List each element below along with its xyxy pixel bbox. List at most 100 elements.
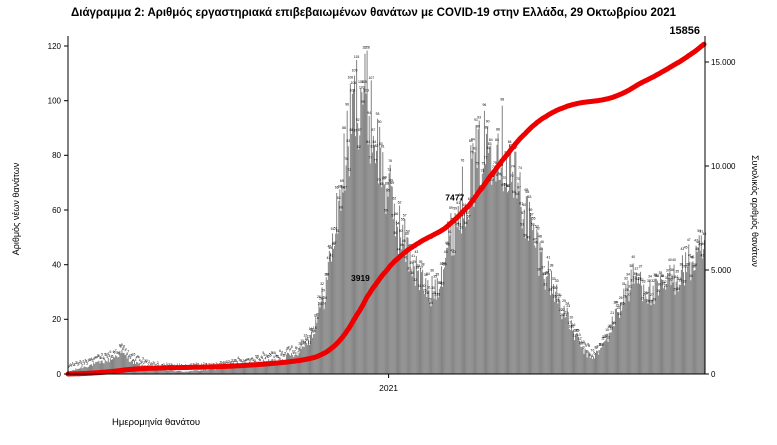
bar-value: 24 (615, 300, 619, 304)
bar-value: 7 (125, 348, 127, 352)
bar-value: 7 (590, 349, 592, 353)
bar (79, 368, 81, 374)
bar-value: 3 (229, 362, 231, 366)
bar-value: 81 (370, 144, 374, 148)
bar (564, 317, 566, 374)
bar-value: 36 (545, 271, 549, 275)
bar-value: 70 (494, 173, 498, 177)
bar-value: 43 (414, 250, 418, 254)
bar-value: 37 (541, 266, 545, 270)
bar (150, 369, 152, 374)
bar (230, 366, 232, 374)
bar-value: 15 (312, 329, 316, 333)
bar-value: 41 (691, 255, 695, 259)
bar-value: 35 (659, 271, 663, 275)
bar (197, 370, 199, 374)
bar-value: 5 (105, 353, 107, 357)
bar (431, 276, 433, 374)
bar (162, 370, 164, 374)
bar-value: 26 (619, 296, 623, 300)
bar (365, 93, 367, 374)
bar (237, 364, 239, 374)
bar-value: 4 (250, 358, 252, 362)
bar-value: 37 (639, 264, 643, 268)
bar (568, 328, 570, 374)
bar (276, 360, 278, 374)
bar (480, 192, 482, 374)
bar-value: 25 (562, 299, 566, 303)
bar-value: 33 (671, 275, 675, 279)
bar (379, 126, 381, 374)
bar-value: 2 (215, 362, 217, 366)
bar (523, 209, 525, 374)
bar (624, 302, 626, 374)
bar (406, 236, 408, 374)
bar (490, 145, 492, 374)
bar (171, 370, 173, 374)
bar (415, 255, 417, 374)
bar (487, 127, 489, 375)
bar-value: 38 (421, 262, 425, 266)
bar-value: 87 (354, 128, 358, 132)
bar (182, 371, 184, 374)
bar (101, 360, 103, 374)
bar-value: 6 (279, 349, 281, 353)
bar-value: 16 (568, 325, 572, 329)
bar (451, 255, 453, 374)
bar-value: 34 (626, 272, 630, 276)
bar-value: 8 (120, 345, 122, 349)
bar-value: 5 (257, 354, 259, 358)
bar-value: 66 (506, 184, 510, 188)
bar-value: 82 (357, 145, 361, 149)
bar (363, 87, 365, 374)
bar-value: 1 (70, 363, 72, 367)
bar-value: 33 (552, 277, 556, 281)
bar-value: 8 (298, 348, 300, 352)
bar (533, 224, 535, 374)
bar (342, 192, 344, 374)
bar-value: 6 (293, 351, 295, 355)
bar-value: 88 (342, 126, 346, 130)
bar (515, 151, 517, 374)
bar (436, 278, 438, 374)
bar-value: 76 (344, 157, 348, 161)
bar-value: 1 (162, 363, 164, 367)
bar-value: 3 (92, 359, 94, 363)
bar-value: 35 (653, 273, 657, 277)
bar (456, 227, 458, 374)
bar (94, 363, 96, 374)
bar-value: 70 (510, 174, 514, 178)
bar-value: 26 (323, 296, 327, 300)
bar-value: 4 (135, 358, 137, 362)
bar (260, 363, 262, 374)
bar (121, 349, 123, 374)
bar (172, 370, 174, 374)
bar-value: 35 (667, 273, 671, 277)
bar-value: 63 (337, 196, 341, 200)
bar-value: 70 (377, 178, 381, 182)
bar-value: 35 (637, 273, 641, 277)
bar (200, 370, 202, 374)
bar (675, 281, 677, 374)
bar (697, 247, 699, 374)
bar (435, 299, 437, 374)
bar-value: 35 (675, 270, 679, 274)
bar-value: 10 (580, 341, 584, 345)
bar-value: 3 (89, 358, 91, 362)
bar (659, 277, 661, 374)
bar (476, 167, 478, 374)
bar (195, 370, 197, 374)
bar-value: 45 (684, 246, 688, 250)
bar-value: 67 (501, 183, 505, 187)
bar-value: 77 (368, 156, 372, 160)
bar-value: 4 (265, 356, 267, 360)
bar (513, 197, 515, 374)
bar (360, 88, 362, 374)
bar (688, 244, 690, 374)
bar (546, 275, 548, 374)
bar (628, 301, 630, 374)
bar (154, 369, 156, 374)
bar (557, 303, 559, 374)
bar (447, 247, 449, 374)
bar (258, 363, 260, 374)
